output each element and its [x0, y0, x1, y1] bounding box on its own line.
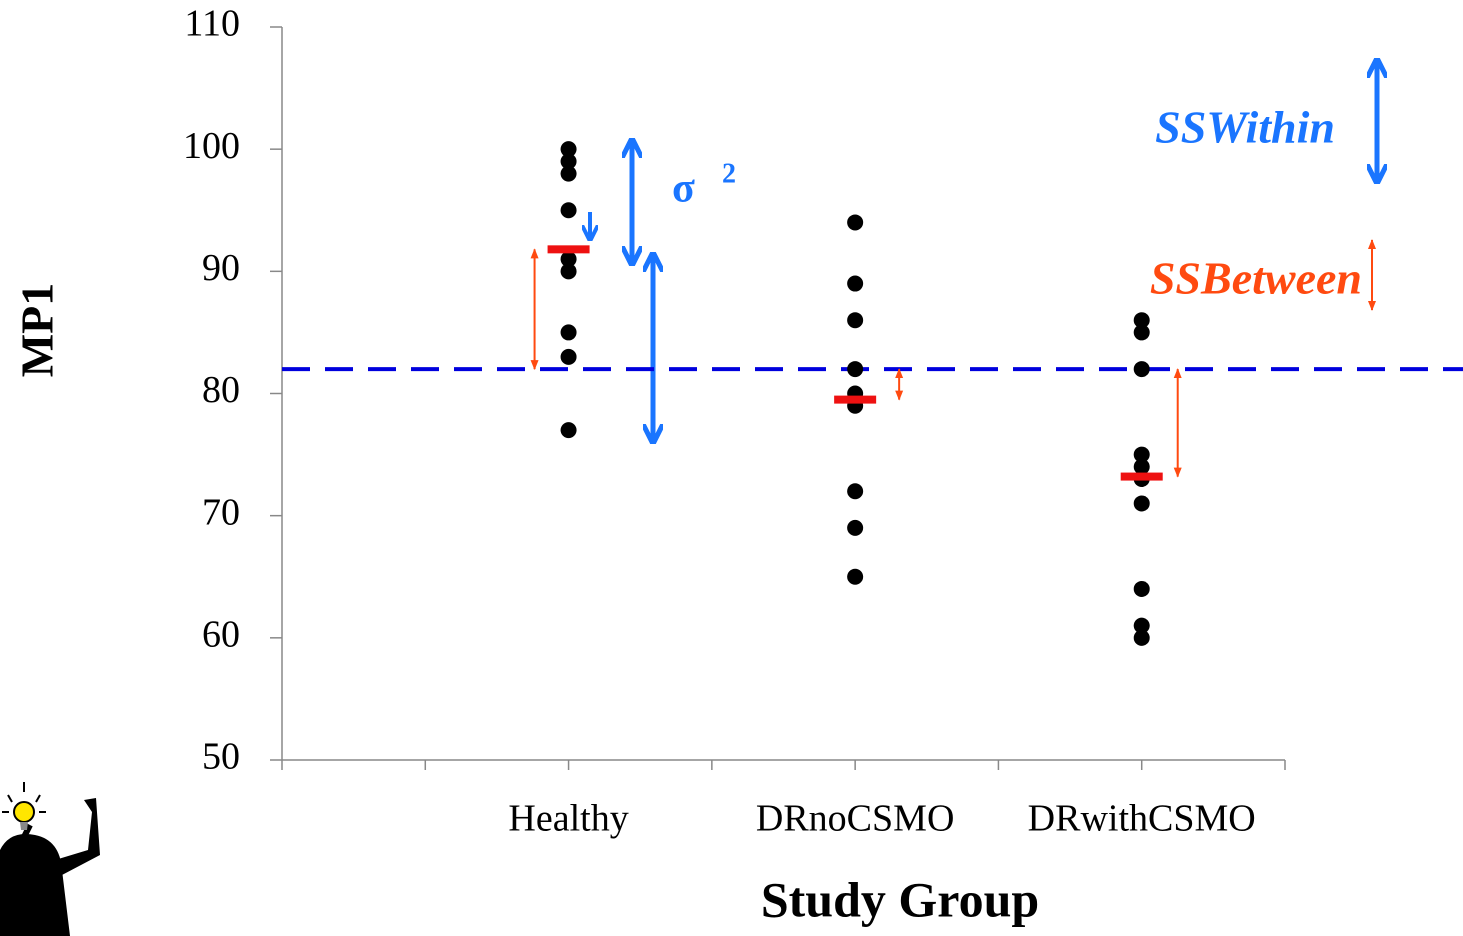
y-tick-label: 90	[202, 247, 240, 289]
y-tick-label: 110	[184, 3, 240, 45]
data-point	[561, 324, 577, 340]
data-point	[847, 361, 863, 377]
group-mean	[548, 245, 590, 253]
data-point	[847, 312, 863, 328]
data-point	[847, 483, 863, 499]
y-tick-label: 100	[183, 125, 240, 167]
ss-between-label: SSBetween	[1150, 253, 1362, 304]
group-mean	[1121, 473, 1163, 481]
group-mean	[834, 396, 876, 404]
data-point	[561, 422, 577, 438]
data-point	[1134, 361, 1150, 377]
data-point	[847, 214, 863, 230]
data-point	[561, 202, 577, 218]
y-tick-label: 60	[202, 614, 240, 656]
x-tick-label: DRwithCSMO	[1028, 798, 1256, 840]
y-tick-label: 50	[202, 736, 240, 778]
data-point	[1134, 581, 1150, 597]
data-point	[1134, 630, 1150, 646]
y-tick-label: 70	[202, 491, 240, 533]
cartoon	[0, 782, 100, 936]
x-tick-label: DRnoCSMO	[756, 798, 955, 840]
data-point	[1134, 324, 1150, 340]
data-point	[561, 349, 577, 365]
sigma-label: σ	[672, 166, 695, 212]
ss-within-label: SSWithin	[1155, 102, 1335, 153]
x-tick-label: Healthy	[508, 798, 628, 840]
data-point	[847, 520, 863, 536]
y-axis-title: MP1	[12, 283, 63, 378]
y-tick-label: 80	[202, 369, 240, 411]
data-point	[561, 166, 577, 182]
data-point	[1134, 495, 1150, 511]
data-point	[561, 263, 577, 279]
sigma-exponent: 2	[722, 158, 736, 189]
data-point	[847, 276, 863, 292]
chart: σ 2 SSWithin SSBetween Study Group MP1 5…	[0, 0, 1463, 936]
data-point	[847, 569, 863, 585]
x-axis-title: Study Group	[761, 871, 1039, 927]
